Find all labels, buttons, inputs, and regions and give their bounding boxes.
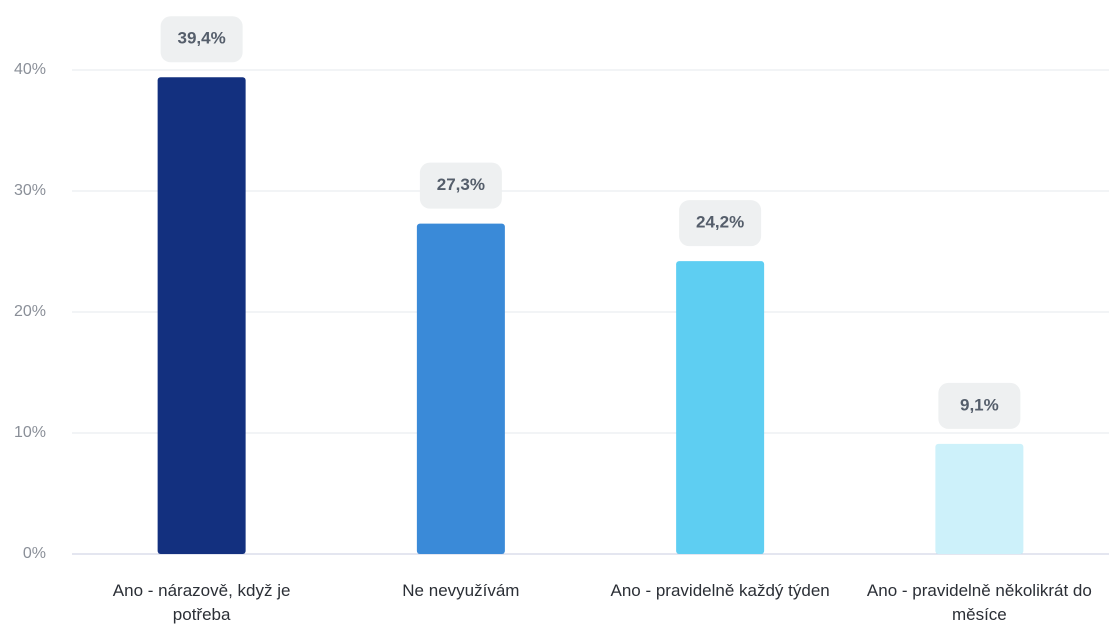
x-tick-label: Ano - pravidelně každý týden [610, 581, 830, 600]
value-label-bg [419, 162, 502, 209]
x-tick-label: Ano - nárazově, když je potřeba [112, 581, 291, 624]
bar [416, 223, 505, 555]
value-label: 27,3% [437, 175, 485, 194]
y-tick-label: 0% [23, 545, 46, 562]
value-label-bg [679, 200, 762, 247]
y-tick-label: 40% [14, 61, 46, 78]
y-tick-label: 10% [14, 424, 46, 441]
x-tick-label: Ano - pravidelně několikrát do měsíce [866, 581, 1092, 624]
bar [676, 261, 765, 554]
y-tick-label: 30% [14, 182, 46, 199]
x-tick-label: Ne nevyužívám [402, 581, 520, 600]
bar [157, 77, 246, 554]
value-label-bg [160, 16, 243, 63]
value-label: 24,2% [696, 213, 744, 232]
value-label: 39,4% [178, 29, 226, 48]
value-label: 9,1% [960, 395, 999, 414]
bar [935, 443, 1024, 554]
value-label-bg [938, 382, 1021, 429]
y-tick-label: 20% [14, 303, 46, 320]
